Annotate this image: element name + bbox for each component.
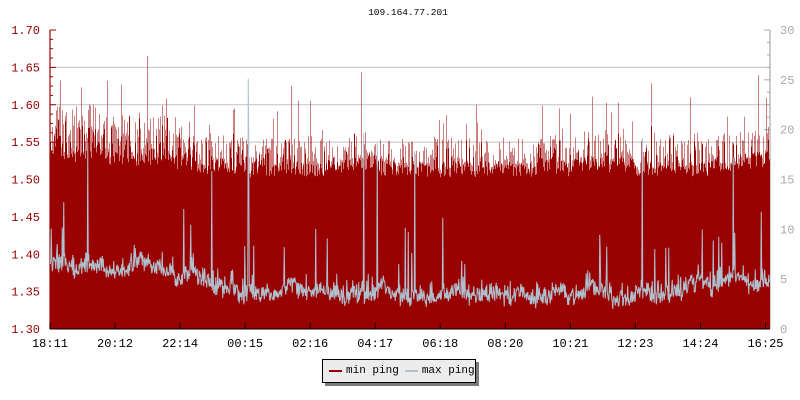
svg-text:20:12: 20:12 [97, 337, 133, 351]
svg-text:22:14: 22:14 [162, 337, 198, 351]
svg-text:0: 0 [780, 323, 787, 337]
svg-text:1.50: 1.50 [11, 174, 40, 188]
svg-text:16:25: 16:25 [747, 337, 783, 351]
svg-text:1.30: 1.30 [11, 323, 40, 337]
svg-text:25: 25 [780, 74, 794, 88]
svg-text:1.70: 1.70 [11, 24, 40, 38]
svg-text:1.45: 1.45 [11, 211, 40, 225]
svg-text:12:23: 12:23 [617, 337, 653, 351]
svg-text:1.35: 1.35 [11, 286, 40, 300]
svg-text:30: 30 [780, 24, 794, 38]
svg-text:15: 15 [780, 174, 794, 188]
svg-text:10:21: 10:21 [552, 337, 588, 351]
svg-text:1.55: 1.55 [11, 136, 40, 150]
svg-text:02:16: 02:16 [292, 337, 328, 351]
svg-text:5: 5 [780, 273, 787, 287]
svg-text:18:11: 18:11 [32, 337, 68, 351]
svg-text:14:24: 14:24 [682, 337, 718, 351]
svg-text:08:20: 08:20 [487, 337, 523, 351]
svg-text:1.60: 1.60 [11, 99, 40, 113]
svg-text:06:18: 06:18 [422, 337, 458, 351]
svg-text:00:15: 00:15 [227, 337, 263, 351]
svg-text:10: 10 [780, 223, 794, 237]
svg-text:20: 20 [780, 124, 794, 138]
svg-text:04:17: 04:17 [357, 337, 393, 351]
svg-text:1.40: 1.40 [11, 248, 40, 262]
svg-text:1.65: 1.65 [11, 61, 40, 75]
